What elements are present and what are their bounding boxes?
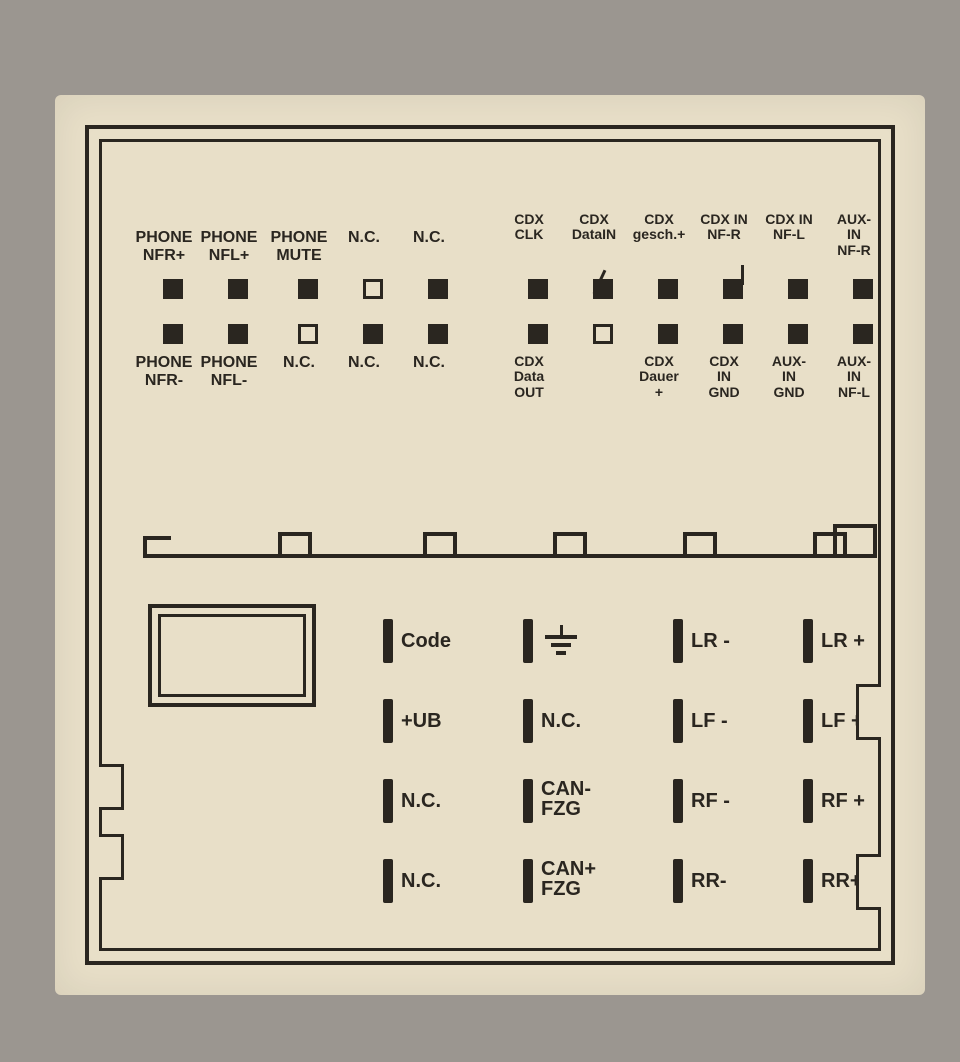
flat-pin bbox=[803, 779, 813, 823]
panel-outline bbox=[833, 524, 837, 554]
right-notch bbox=[856, 684, 881, 740]
flat-pin bbox=[383, 619, 393, 663]
left-notch bbox=[99, 764, 124, 810]
pin-label-bottom: CDX Dauer + bbox=[627, 354, 691, 400]
flat-pin bbox=[673, 699, 683, 743]
pin-square bbox=[163, 324, 183, 344]
diagram-canvas: PHONE NFR+ PHONE NFR- PHONE NFL+ PHONE NFL-… bbox=[102, 142, 878, 948]
pin-square bbox=[528, 279, 548, 299]
flat-pin bbox=[673, 779, 683, 823]
pin-square bbox=[228, 324, 248, 344]
pin-square bbox=[363, 279, 383, 299]
pin-label-top: N.C. bbox=[397, 229, 461, 247]
flat-pin-label: RF + bbox=[821, 791, 865, 811]
pin-square bbox=[658, 324, 678, 344]
flat-pin bbox=[673, 619, 683, 663]
panel-tab bbox=[423, 532, 453, 536]
flat-pin bbox=[803, 619, 813, 663]
indicator-line bbox=[741, 265, 744, 285]
panel-outline bbox=[873, 524, 877, 558]
pin-label-bottom: CDX Data OUT bbox=[497, 354, 561, 400]
antenna-box bbox=[148, 604, 316, 707]
pin-label-bottom: PHONE NFR- bbox=[132, 354, 196, 389]
flat-pin bbox=[803, 699, 813, 743]
pin-label-top: CDX IN NF-R bbox=[692, 212, 756, 243]
pin-label-bottom: AUX- IN GND bbox=[757, 354, 821, 400]
pin-square bbox=[723, 324, 743, 344]
flat-pin-label: Code bbox=[401, 631, 451, 651]
flat-pin bbox=[383, 779, 393, 823]
pinout-label-sheet: PHONE NFR+ PHONE NFR- PHONE NFL+ PHONE NFL-… bbox=[55, 95, 925, 995]
panel-tab bbox=[453, 532, 457, 554]
pin-label-top: CDX CLK bbox=[497, 212, 561, 243]
pin-square bbox=[228, 279, 248, 299]
flat-pin bbox=[673, 859, 683, 903]
pin-label-bottom: CDX IN GND bbox=[692, 354, 756, 400]
pin-label-top: PHONE MUTE bbox=[267, 229, 331, 264]
pin-square bbox=[298, 324, 318, 344]
pin-square bbox=[723, 279, 743, 299]
panel-outline bbox=[143, 536, 171, 540]
pin-square bbox=[853, 324, 873, 344]
flat-pin bbox=[523, 859, 533, 903]
flat-pin bbox=[523, 779, 533, 823]
pin-label-top: CDX IN NF-L bbox=[757, 212, 821, 243]
pin-square bbox=[788, 279, 808, 299]
flat-pin-label: N.C. bbox=[541, 711, 581, 731]
panel-tab bbox=[683, 532, 713, 536]
pin-square bbox=[853, 279, 873, 299]
panel-tab bbox=[843, 532, 847, 554]
flat-pin bbox=[523, 619, 533, 663]
outer-border: PHONE NFR+ PHONE NFR- PHONE NFL+ PHONE NFL-… bbox=[85, 125, 895, 965]
flat-pin-label: RF - bbox=[691, 791, 730, 811]
ground-icon bbox=[541, 625, 581, 655]
pin-square bbox=[528, 324, 548, 344]
pin-square bbox=[788, 324, 808, 344]
panel-tab bbox=[583, 532, 587, 554]
flat-pin-label: N.C. bbox=[401, 791, 441, 811]
pin-square bbox=[593, 324, 613, 344]
panel-tab bbox=[813, 532, 843, 536]
right-notch bbox=[856, 854, 881, 910]
pin-square bbox=[658, 279, 678, 299]
pin-label-top: N.C. bbox=[332, 229, 396, 247]
flat-pin bbox=[803, 859, 813, 903]
flat-pin bbox=[523, 699, 533, 743]
panel-tab bbox=[713, 532, 717, 554]
pin-label-bottom: AUX- IN NF-L bbox=[822, 354, 886, 400]
pin-label-bottom: N.C. bbox=[267, 354, 331, 372]
pin-square bbox=[428, 279, 448, 299]
pin-square bbox=[163, 279, 183, 299]
panel-outline bbox=[833, 524, 877, 528]
pin-label-bottom: N.C. bbox=[397, 354, 461, 372]
pin-label-bottom: N.C. bbox=[332, 354, 396, 372]
flat-pin-label: +UB bbox=[401, 711, 442, 731]
pin-label-top: AUX- IN NF-R bbox=[822, 212, 886, 258]
flat-pin bbox=[383, 699, 393, 743]
pin-label-top: CDX DataIN bbox=[562, 212, 626, 243]
pin-label-top: CDX gesch.+ bbox=[627, 212, 691, 243]
flat-pin-label: RR- bbox=[691, 871, 727, 891]
pin-label-top: PHONE NFL+ bbox=[197, 229, 261, 264]
panel-tab bbox=[278, 532, 308, 536]
pin-square bbox=[363, 324, 383, 344]
panel-tab bbox=[553, 532, 583, 536]
flat-pin-label: LR + bbox=[821, 631, 865, 651]
flat-pin-label: N.C. bbox=[401, 871, 441, 891]
flat-pin bbox=[383, 859, 393, 903]
inner-border: PHONE NFR+ PHONE NFR- PHONE NFL+ PHONE NFL-… bbox=[99, 139, 881, 951]
panel-outline bbox=[143, 554, 873, 558]
panel-tab bbox=[308, 532, 312, 554]
pin-square bbox=[298, 279, 318, 299]
flat-pin-label: CAN- FZG bbox=[541, 779, 591, 819]
pin-square bbox=[428, 324, 448, 344]
pin-label-top: PHONE NFR+ bbox=[132, 229, 196, 264]
flat-pin-label: LF - bbox=[691, 711, 728, 731]
pin-label-bottom: PHONE NFL- bbox=[197, 354, 261, 389]
left-notch bbox=[99, 834, 124, 880]
flat-pin-label: CAN+ FZG bbox=[541, 859, 596, 899]
flat-pin-label: LR - bbox=[691, 631, 730, 651]
